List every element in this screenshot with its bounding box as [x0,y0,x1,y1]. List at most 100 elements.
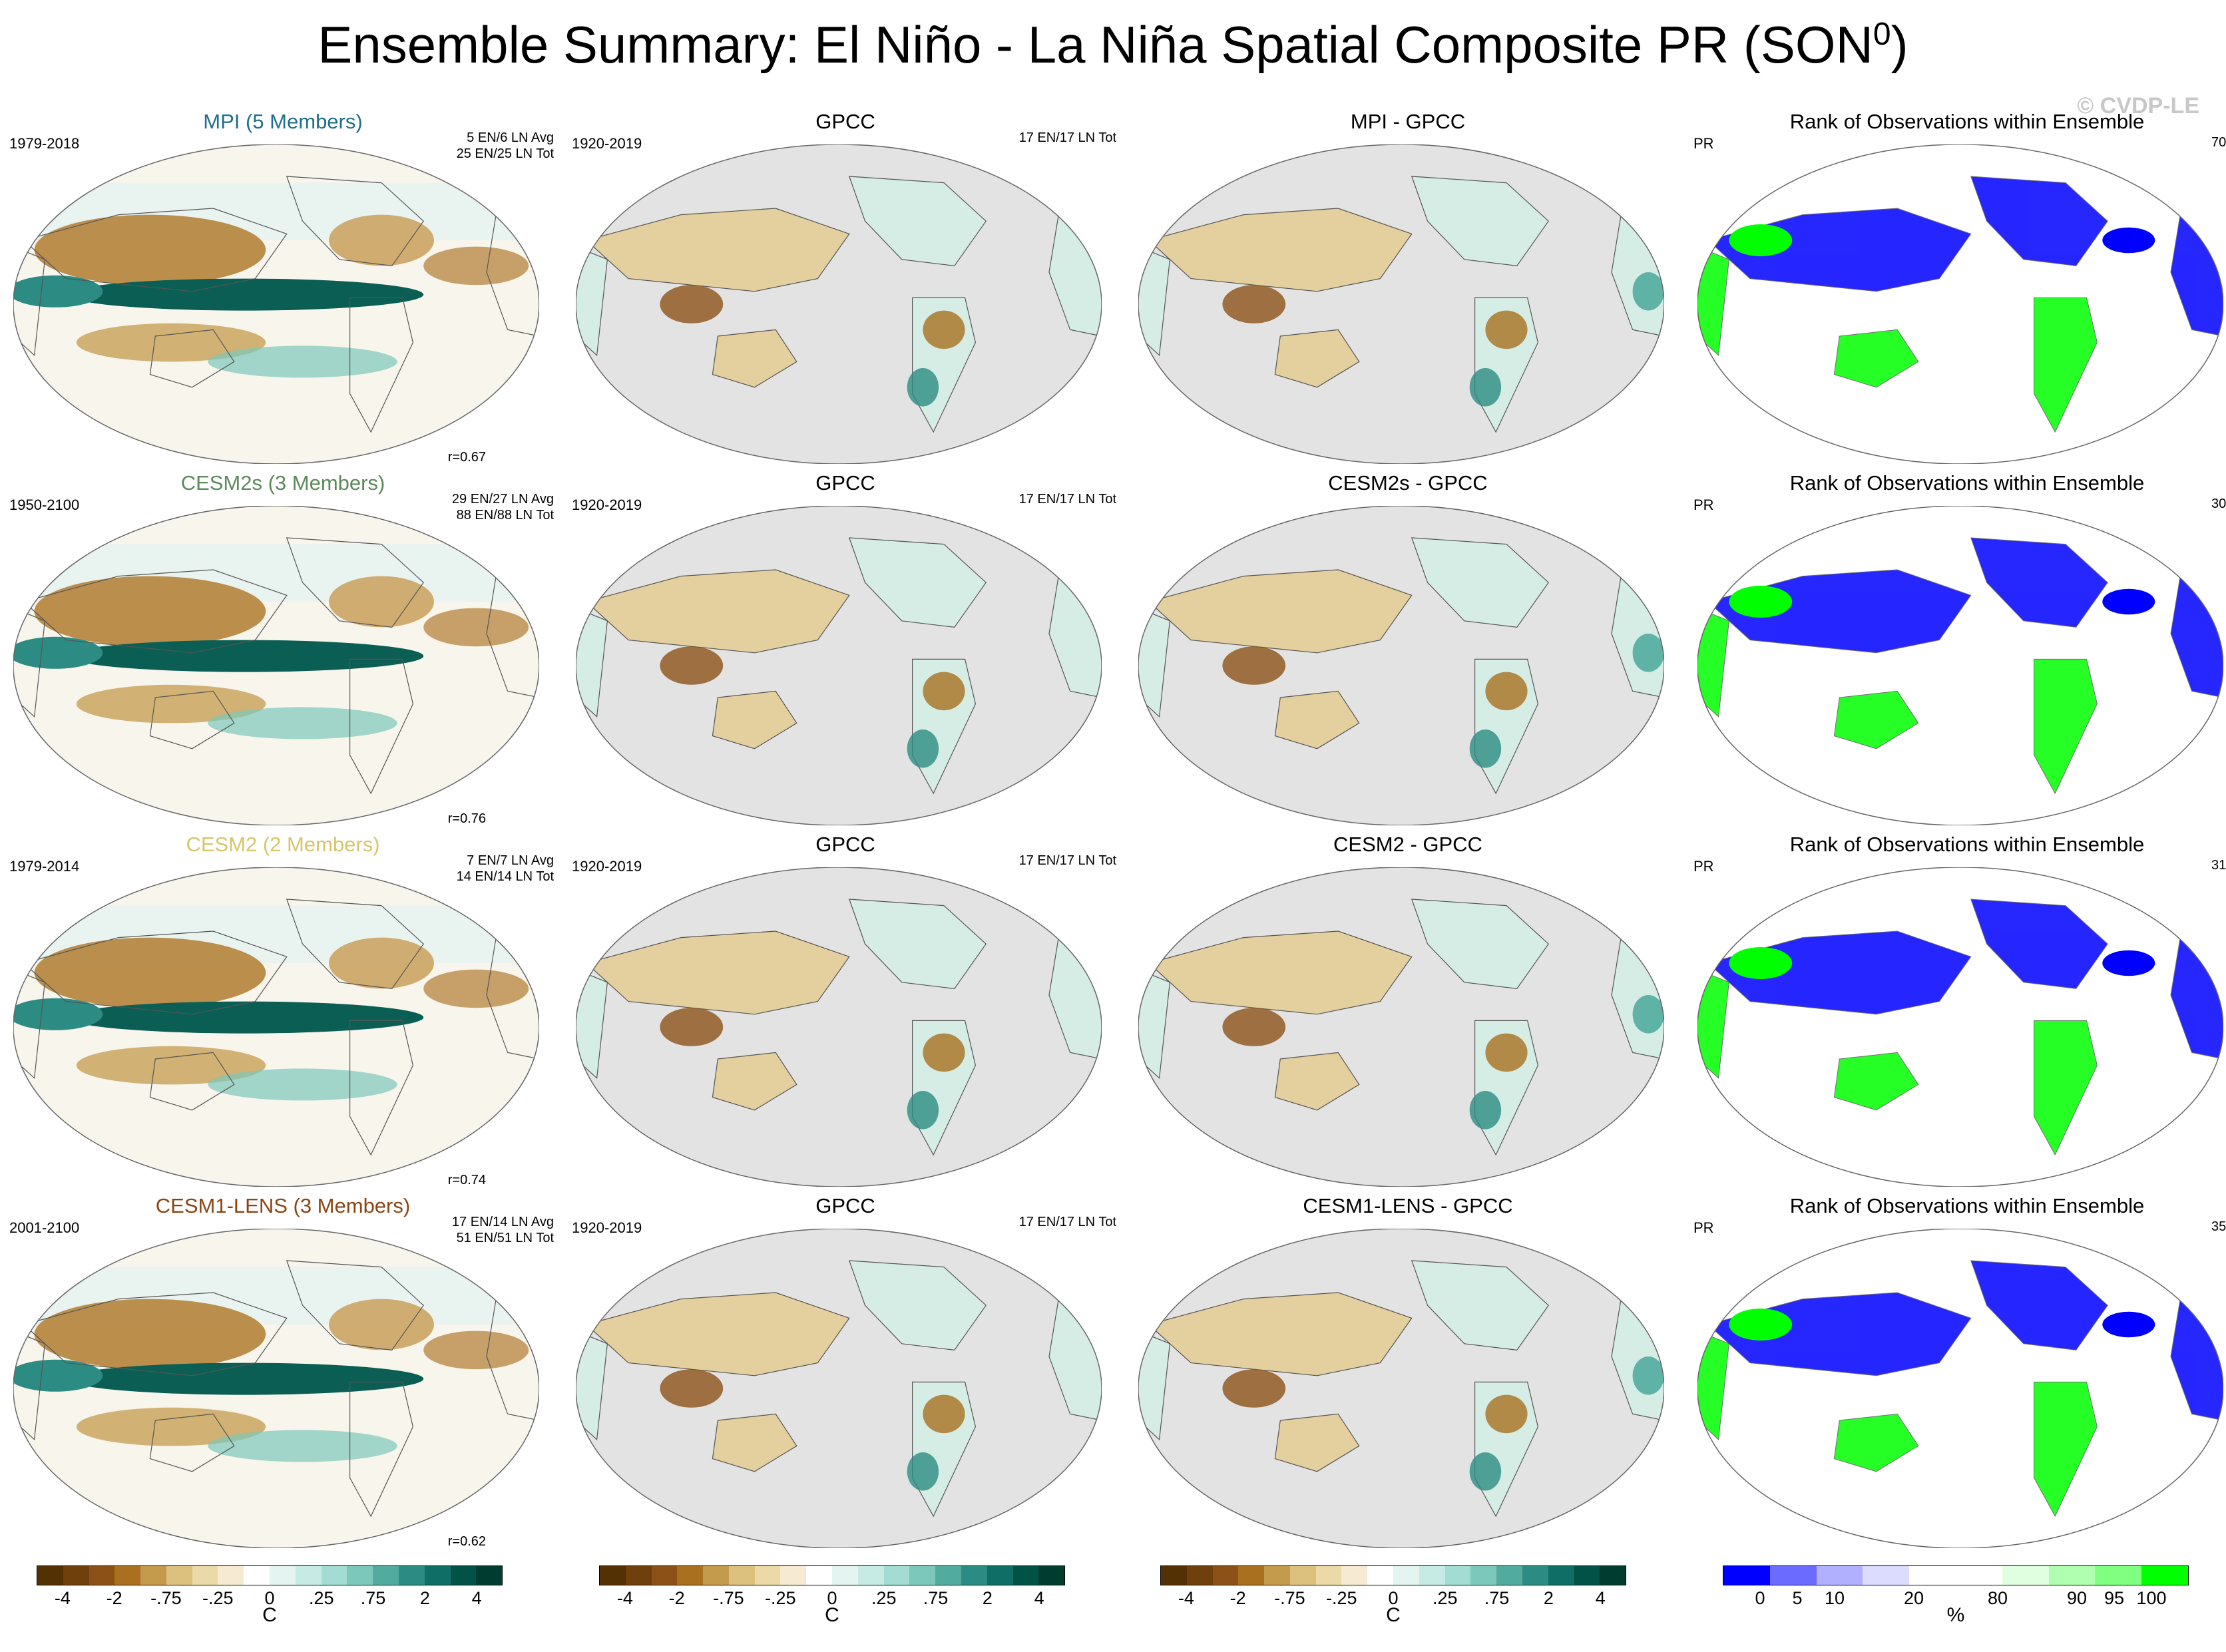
rank-patch [2102,1311,2155,1338]
map-border [1138,506,1664,825]
rank-percent: 70% [2211,135,2226,150]
world-map [1697,1229,2223,1548]
colorbar-swatch [677,1566,704,1585]
world-map [576,867,1102,1187]
rank-field [1697,1229,2223,1548]
colorbar-tick-label: -4 [1178,1588,1194,1608]
colorbar-swatch [625,1566,652,1585]
colorbar-precip-2: -4 -2 -.75 -.25 0 .25 .75 2 4 C [599,1565,1065,1627]
rank-land [1697,246,1729,356]
colorbar-swatch [2002,1566,2049,1585]
land-field [1148,569,1413,654]
panel-period: 1979-2014 [9,858,80,875]
panel-title: CESM2s (3 Members) [180,471,385,495]
coastline [13,968,46,1080]
colorbar-swatch [1393,1566,1419,1585]
wet-anomaly-cp [66,1362,424,1395]
colorbar-swatch [398,1566,425,1585]
panel-period: PR [1693,135,1714,152]
rank-land [1697,1330,1729,1440]
colorbar-swatch [63,1566,89,1585]
land-field [1148,930,1413,1015]
colorbar-tick-label: 0 [1755,1588,1765,1608]
colorbar-swatch [728,1566,755,1585]
map-border [576,1229,1102,1548]
wet-anomaly-africa [1632,1356,1664,1395]
colorbar-swatch [270,1566,296,1585]
panel-title: GPCC [815,833,875,856]
panel-period: 1920-2019 [572,858,642,875]
ocean-mask [576,144,1102,464]
panel-title: Rank of Observations within Ensemble [1789,833,2145,856]
map-border [1138,867,1664,1187]
dry-anomaly-amazon [1485,672,1528,711]
colorbar-swatch [1212,1566,1239,1585]
panel-period: PR [1693,497,1714,513]
colorbar-tick-label: 90 [2066,1588,2088,1608]
panel-period: 1920-2019 [572,1219,642,1236]
world-map [1138,144,1664,464]
rank-field [1697,867,2223,1187]
map-border [13,1229,539,1548]
land-field [576,607,608,718]
world-map [13,1229,539,1548]
panel-rank-row1: Rank of Observations within Ensemble PR 70… [1691,110,2226,469]
panel-title: GPCC [815,471,875,495]
colorbar-tick-label: -.75 [713,1588,744,1608]
ocean-mask [1138,867,1664,1187]
colorbar-swatch [89,1566,115,1585]
colorbar-swatch [1264,1566,1290,1585]
wet-anomaly-io [13,998,103,1030]
colorbar-tick-label: 0 [264,1588,275,1608]
panel-period: 2001-2100 [9,1219,80,1236]
wet-anomaly-africa [1632,272,1664,311]
colorbar-swatch [166,1566,192,1585]
land-field [1138,968,1171,1080]
rank-percent: 30% [2211,497,2226,511]
colorbar-swatch [857,1566,884,1585]
dry-anomaly-indonesia [660,646,724,685]
colorbar-swatch [703,1566,729,1585]
coastline [23,569,288,654]
coastline [286,176,424,267]
map-border [1138,1229,1664,1548]
dry-anomaly-amazon [1485,310,1528,349]
dry-anomaly-indonesia [660,285,724,323]
colorbar-swatch [961,1566,987,1585]
wet-anomaly-cp [66,640,424,672]
panel-obs-row1: GPCC 1920-2019 17 EN/17 LN Tot [569,110,1122,469]
wet-anomaly-sesa [1469,1091,1502,1130]
land-field [848,537,987,628]
wet-anomaly-sesa [1469,368,1502,407]
panel-title: CESM1-LENS - GPCC [1303,1194,1513,1217]
map-border [13,867,539,1187]
colorbar-swatch [935,1566,961,1585]
rank-field [1697,506,2223,825]
colorbar-swatch [1012,1566,1039,1585]
dry-anomaly-sp [76,1407,266,1446]
wet-anomaly-africa [1632,634,1664,672]
colorbar-swatch [321,1566,347,1585]
land-field [1274,329,1360,388]
wet-anomaly-sp [208,345,397,378]
rank-land [1833,329,1919,388]
ocean-mask [1138,1229,1664,1548]
world-map [1138,867,1664,1187]
panel-title: MPI - GPCC [1350,110,1466,133]
world-map [1697,867,2223,1187]
world-map [576,1229,1102,1548]
world-map [1697,144,2223,464]
colorbar-tick-label: 95 [2104,1588,2125,1608]
coastline [149,690,235,749]
colorbar-swatch [1470,1566,1497,1585]
rank-field [1697,144,2223,464]
panel-period: 1920-2019 [572,497,642,513]
map-border [1697,506,2223,825]
land-field [1411,1260,1549,1351]
dry-anomaly-sp [76,684,266,723]
wet-anomaly-io [13,1359,103,1392]
panel-title: Rank of Observations within Ensemble [1789,110,2145,133]
colorbar-tick-label: 0 [1388,1588,1399,1608]
land-field [576,1330,608,1441]
dry-anomaly-wp [34,1299,266,1370]
